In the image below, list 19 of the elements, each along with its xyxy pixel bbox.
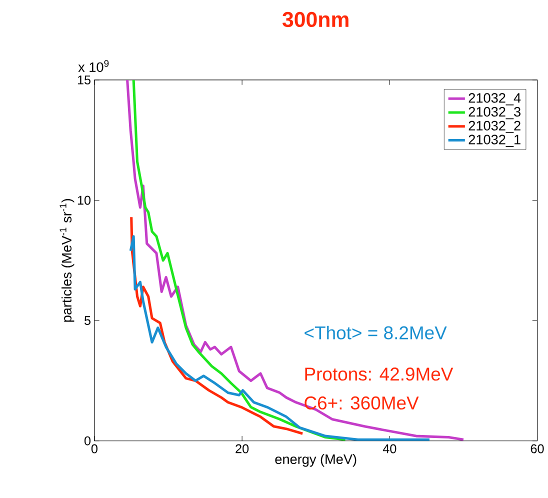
y-tick-label: 15 <box>78 75 90 84</box>
annotation: Protons: 42.9MeV <box>305 367 454 380</box>
legend-label: 21032_4 <box>468 92 521 106</box>
annotation: <Thot> = 8.2MeV <box>304 326 447 340</box>
y-axis-title: particles (MeV$^{-1}$ sr$^{-1}$) <box>60 198 74 322</box>
x-tick-label: 20 <box>236 444 249 454</box>
x-tick-label: 40 <box>382 444 396 454</box>
legend-label: 21032_2 <box>468 120 520 133</box>
legend-label: 21032_3 <box>468 106 520 119</box>
legend-label: 21032_1 <box>468 134 520 147</box>
y-tick-label: 10 <box>78 196 91 205</box>
y-tick-label: 5 <box>84 316 90 325</box>
x-tick-label: 0 <box>91 444 98 454</box>
annotation: C6+: 360MeV <box>304 396 419 410</box>
x-tick-label: 60 <box>530 444 544 454</box>
x-axis-title: energy (MeV) <box>275 454 356 467</box>
y-tick-label: 0 <box>84 436 91 446</box>
text: x 10$^{9}$ <box>78 60 109 72</box>
chart-title: 300nm <box>282 12 348 27</box>
